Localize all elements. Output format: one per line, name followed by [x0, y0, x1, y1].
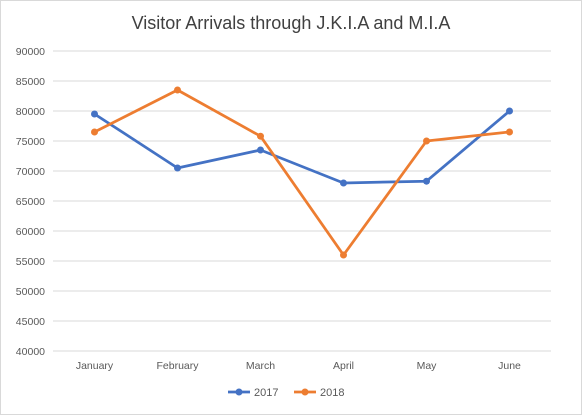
data-point-2018	[423, 137, 430, 145]
x-axis-ticks: January February March April May June	[76, 360, 521, 372]
y-tick-label: 55000	[16, 256, 45, 268]
y-tick-label: 45000	[16, 316, 45, 328]
y-tick-label: 90000	[16, 46, 45, 58]
data-point-2018	[340, 251, 347, 259]
data-point-2017	[174, 164, 181, 172]
x-tick-label: February	[156, 360, 199, 372]
legend-label: 2017	[254, 387, 278, 399]
data-point-2018	[91, 128, 98, 136]
x-tick-label: June	[498, 360, 521, 372]
x-tick-label: April	[333, 360, 354, 372]
data-point-2017	[423, 177, 430, 185]
data-point-2018	[174, 86, 181, 94]
legend: 2017 2018	[228, 387, 344, 399]
legend-swatch-marker	[301, 388, 309, 396]
data-point-2018	[257, 132, 264, 140]
x-tick-label: May	[417, 360, 438, 372]
chart-title: Visitor Arrivals through J.K.I.A and M.I…	[131, 13, 451, 33]
gridlines	[53, 50, 551, 352]
y-tick-label: 70000	[16, 166, 45, 178]
y-tick-label: 80000	[16, 106, 45, 118]
series-line-2018	[93, 88, 510, 257]
series-lines	[91, 86, 513, 259]
data-point-2017	[257, 146, 264, 154]
data-point-2017	[506, 107, 513, 115]
series-line-2017	[93, 109, 511, 185]
x-tick-label: March	[246, 360, 275, 372]
y-tick-label: 50000	[16, 286, 45, 298]
y-tick-label: 65000	[16, 196, 45, 208]
y-tick-label: 75000	[16, 136, 45, 148]
y-tick-label: 85000	[16, 76, 45, 88]
x-tick-label: January	[76, 360, 114, 372]
data-point-2017	[340, 179, 347, 187]
data-point-2018	[506, 128, 513, 136]
data-point-2017	[91, 110, 98, 118]
y-tick-label: 60000	[16, 226, 45, 238]
legend-label: 2018	[320, 387, 344, 399]
y-axis-ticks: 40000 45000 50000 55000 60000 65000 70000 75000…	[16, 46, 45, 358]
y-tick-label: 40000	[16, 346, 45, 358]
legend-swatch-marker	[235, 388, 243, 396]
